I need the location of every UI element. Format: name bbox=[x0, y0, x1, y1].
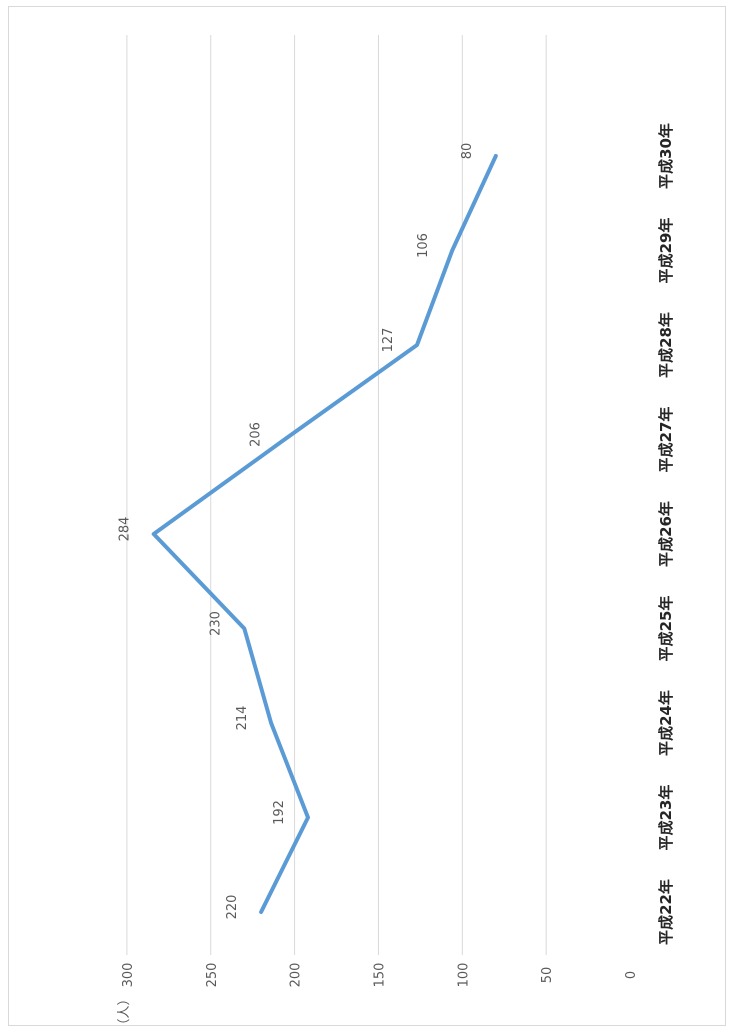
category-label: 平成26年 bbox=[657, 501, 675, 567]
value-tick-label: 0 bbox=[624, 971, 639, 979]
data-label: 220 bbox=[225, 895, 240, 920]
value-tick-label: 250 bbox=[205, 963, 220, 988]
category-label: 平成25年 bbox=[657, 596, 675, 662]
category-label: 平成23年 bbox=[657, 785, 675, 851]
data-label: 192 bbox=[272, 800, 287, 825]
data-label: 80 bbox=[460, 143, 475, 160]
data-label: 214 bbox=[235, 706, 250, 731]
axis-unit-label: （人） bbox=[117, 992, 132, 1031]
value-tick-label: 50 bbox=[540, 967, 555, 984]
category-axis-labels: 平成22年 平成23年 平成24年 平成25年 平成26年 平成27年 平成28年 平成29年… bbox=[657, 123, 675, 945]
chart-frame bbox=[8, 6, 726, 1026]
category-label: 平成22年 bbox=[657, 879, 675, 945]
value-tick-label: 100 bbox=[456, 963, 471, 988]
series-line bbox=[151, 154, 498, 914]
data-label: 206 bbox=[249, 422, 264, 447]
category-label: 平成24年 bbox=[657, 690, 675, 756]
value-tick-label: 300 bbox=[121, 963, 136, 988]
data-label: 106 bbox=[416, 233, 431, 258]
category-label: 平成28年 bbox=[657, 312, 675, 378]
category-label: 平成30年 bbox=[657, 123, 675, 189]
value-tick-label: 200 bbox=[289, 963, 304, 988]
data-label: 284 bbox=[118, 517, 133, 542]
category-label: 平成29年 bbox=[657, 218, 675, 284]
gridlines bbox=[126, 35, 547, 955]
value-axis-ticks: 0 50 100 150 200 250 300 bbox=[121, 963, 639, 988]
value-tick-label: 150 bbox=[372, 963, 387, 988]
series-polyline bbox=[151, 154, 498, 914]
data-label: 127 bbox=[381, 328, 396, 353]
data-label: 230 bbox=[208, 611, 223, 636]
data-labels: 220 192 214 230 284 206 127 106 80 bbox=[118, 143, 475, 920]
category-label: 平成27年 bbox=[657, 407, 675, 473]
